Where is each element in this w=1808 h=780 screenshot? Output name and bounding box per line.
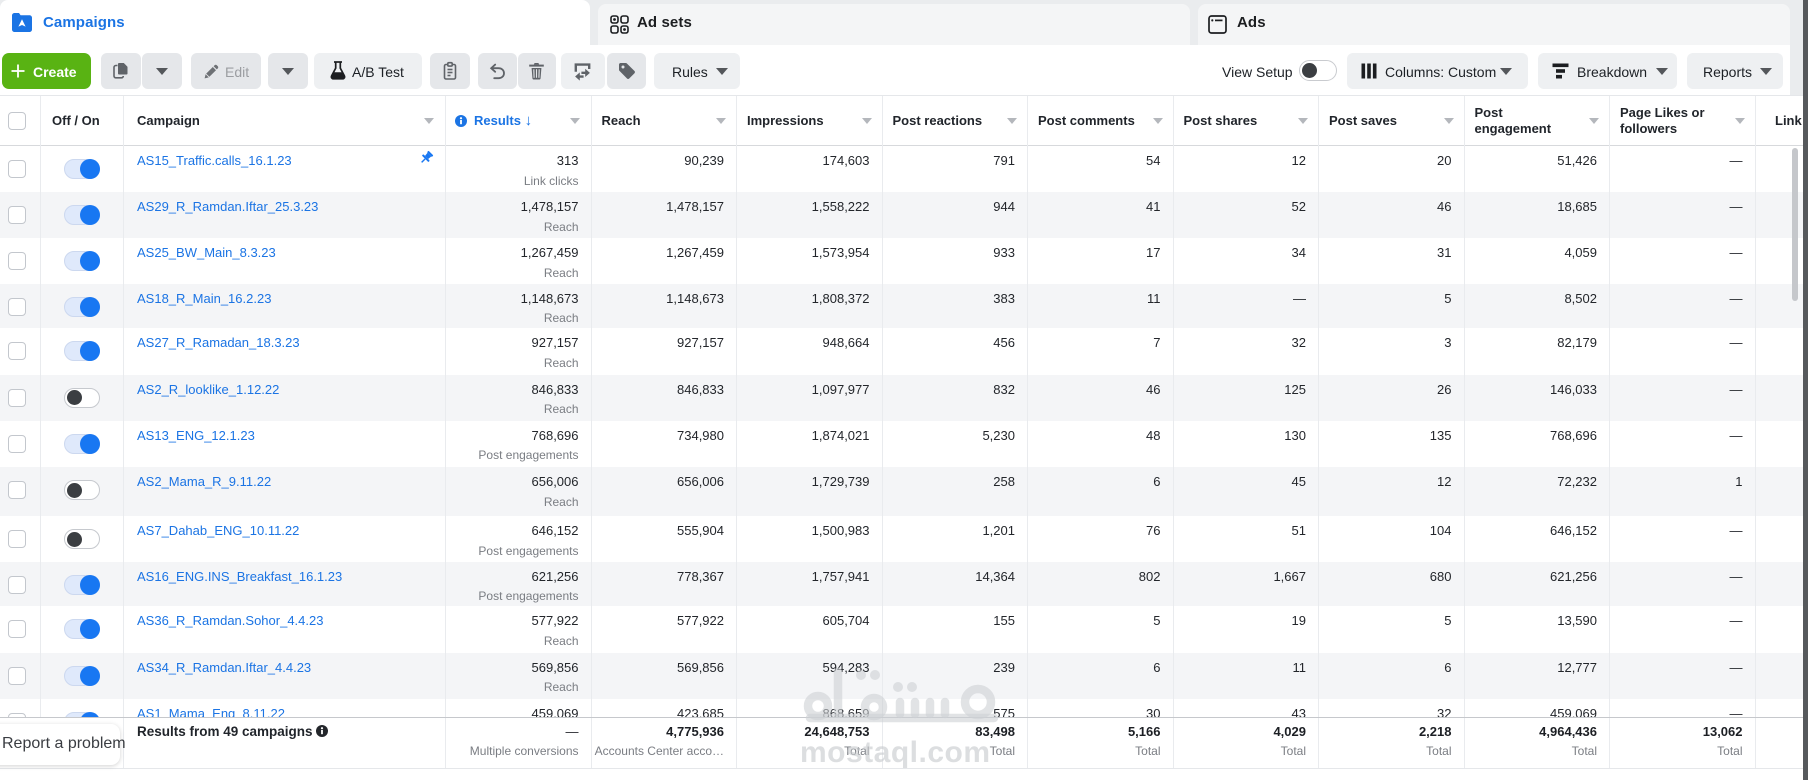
svg-text:mostaql.com: mostaql.com	[800, 736, 991, 769]
